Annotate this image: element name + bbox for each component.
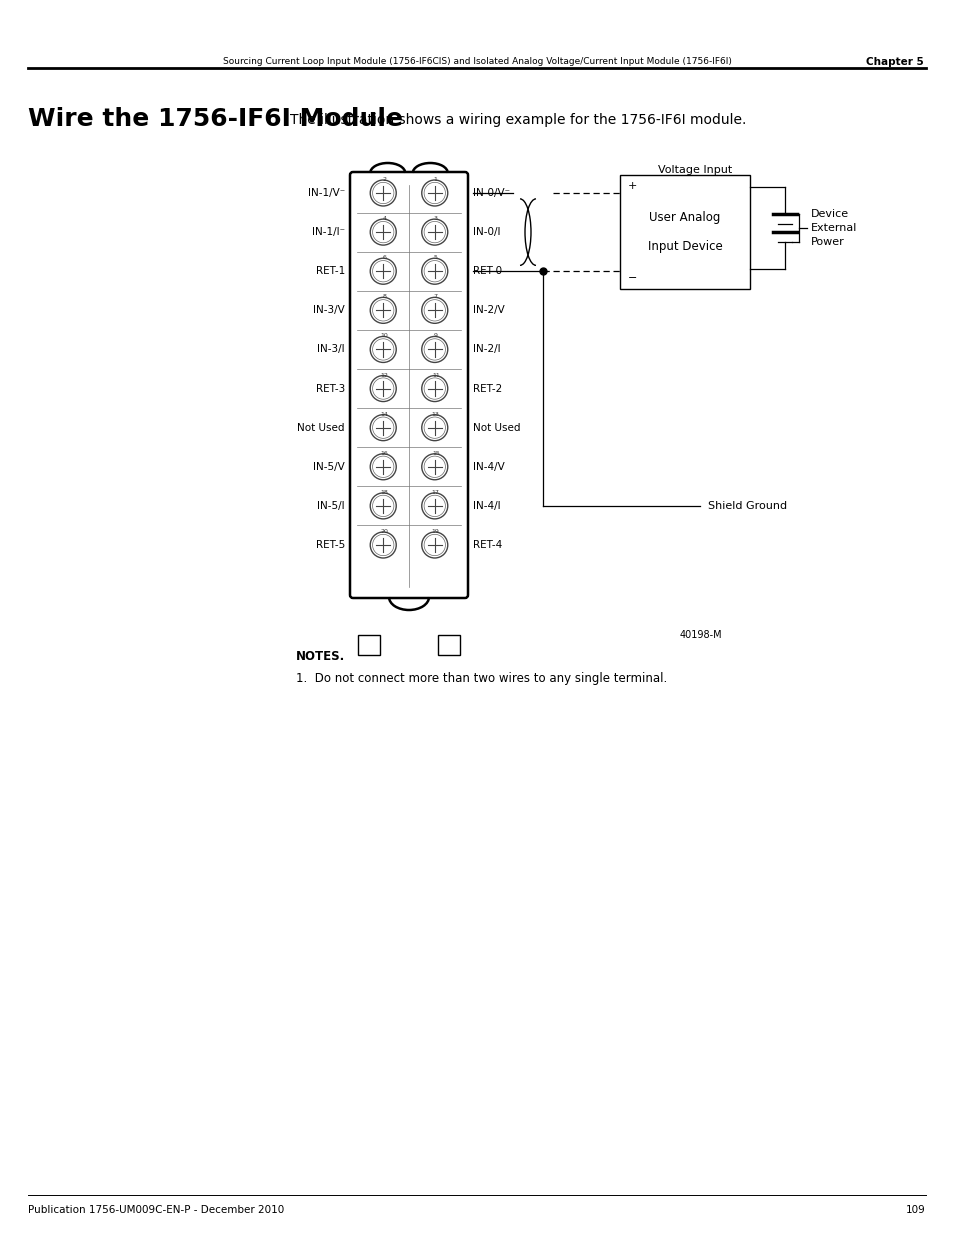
Text: User Analog: User Analog [649,211,720,224]
Text: IN-2/V: IN-2/V [473,305,504,315]
Circle shape [421,493,447,519]
Bar [619,175,749,289]
Text: 9: 9 [434,333,437,338]
Text: 40198-M: 40198-M [679,630,721,640]
Circle shape [421,415,447,441]
Circle shape [421,532,447,558]
Text: 4: 4 [382,216,386,221]
Circle shape [421,258,447,284]
Circle shape [421,375,447,401]
Text: RET-3: RET-3 [315,384,345,394]
Text: 2: 2 [382,177,386,182]
Text: RET-4: RET-4 [473,540,501,550]
Text: −: − [627,273,637,283]
Circle shape [370,453,395,479]
Text: NOTES.: NOTES. [295,650,345,663]
Text: 19: 19 [432,529,439,534]
Text: RET-5: RET-5 [315,540,345,550]
Text: Input Device: Input Device [647,240,721,253]
Text: 8: 8 [382,294,386,299]
Circle shape [421,219,447,245]
Text: Not Used: Not Used [473,422,520,432]
Text: 12: 12 [380,373,388,378]
Circle shape [370,375,395,401]
Text: 5: 5 [434,256,437,261]
Text: The illustration shows a wiring example for the 1756-IF6I module.: The illustration shows a wiring example … [290,112,745,127]
Text: Wire the 1756-IF6I Module: Wire the 1756-IF6I Module [28,107,402,131]
Text: 16: 16 [380,451,388,456]
Circle shape [370,180,395,206]
Text: IN-5/I: IN-5/I [317,501,345,511]
Text: 7: 7 [434,294,437,299]
Text: 1: 1 [434,177,437,182]
Text: 3: 3 [434,216,437,221]
Circle shape [421,298,447,324]
Text: RET-1: RET-1 [315,267,345,277]
Text: Voltage Input: Voltage Input [658,165,731,175]
Text: IN-1/I⁻: IN-1/I⁻ [312,227,345,237]
Text: IN-5/V: IN-5/V [313,462,345,472]
Bar [357,635,379,655]
Circle shape [370,415,395,441]
Text: +: + [627,182,637,191]
Text: Chapter 5: Chapter 5 [865,57,923,67]
Text: IN-3/V: IN-3/V [313,305,345,315]
Text: 1.  Do not connect more than two wires to any single terminal.: 1. Do not connect more than two wires to… [295,672,666,685]
Text: 11: 11 [432,373,439,378]
Text: 109: 109 [905,1205,925,1215]
Text: IN-4/V: IN-4/V [473,462,504,472]
Text: Device: Device [810,209,848,219]
Text: 15: 15 [432,451,439,456]
Text: IN-1/V⁻: IN-1/V⁻ [308,188,345,198]
Text: Not Used: Not Used [297,422,345,432]
Circle shape [370,219,395,245]
Bar [437,635,459,655]
Text: IN-4/I: IN-4/I [473,501,500,511]
Text: External: External [810,224,857,233]
Text: 13: 13 [432,411,439,416]
Text: RET-2: RET-2 [473,384,501,394]
Text: RET-0: RET-0 [473,267,501,277]
Text: 10: 10 [380,333,388,338]
Circle shape [370,298,395,324]
Text: 18: 18 [380,490,388,495]
Text: IN-2/I: IN-2/I [473,345,500,354]
Circle shape [421,180,447,206]
Text: 17: 17 [432,490,439,495]
Circle shape [370,258,395,284]
Circle shape [370,532,395,558]
Circle shape [421,336,447,362]
Text: Sourcing Current Loop Input Module (1756-IF6CIS) and Isolated Analog Voltage/Cur: Sourcing Current Loop Input Module (1756… [222,57,731,65]
Text: IN-3/I: IN-3/I [317,345,345,354]
Text: Power: Power [810,237,843,247]
Text: 14: 14 [380,411,388,416]
Text: 6: 6 [382,256,386,261]
Text: IN-0/I: IN-0/I [473,227,500,237]
Circle shape [370,493,395,519]
Circle shape [421,453,447,479]
Circle shape [370,336,395,362]
Text: Shield Ground: Shield Ground [707,501,786,511]
Text: 20: 20 [380,529,388,534]
Text: Publication 1756-UM009C-EN-P - December 2010: Publication 1756-UM009C-EN-P - December … [28,1205,284,1215]
Text: IN-0/V⁻: IN-0/V⁻ [473,188,510,198]
